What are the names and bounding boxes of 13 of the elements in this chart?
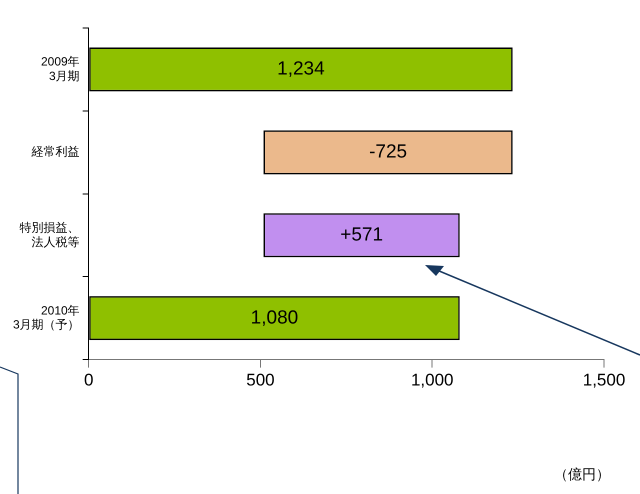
data-label: 1,080 [250, 307, 298, 328]
x-tick-label: 0 [84, 370, 94, 390]
y-tick-label: 2010年3月期（予） [12, 303, 80, 332]
y-tick-label: 2009年3月期 [40, 54, 80, 83]
y-tick-label: 特別損益、法人税等 [20, 220, 80, 249]
data-label: -725 [369, 142, 408, 163]
x-tick-label: 500 [246, 370, 275, 390]
x-tick-label: 1,500 [582, 370, 626, 390]
data-label: +571 [340, 224, 384, 246]
data-label: 1,234 [277, 58, 326, 80]
x-tick-label: 1,000 [410, 370, 454, 390]
y-tick-label: 経常利益 [30, 144, 80, 159]
text: （億円） [554, 466, 610, 484]
